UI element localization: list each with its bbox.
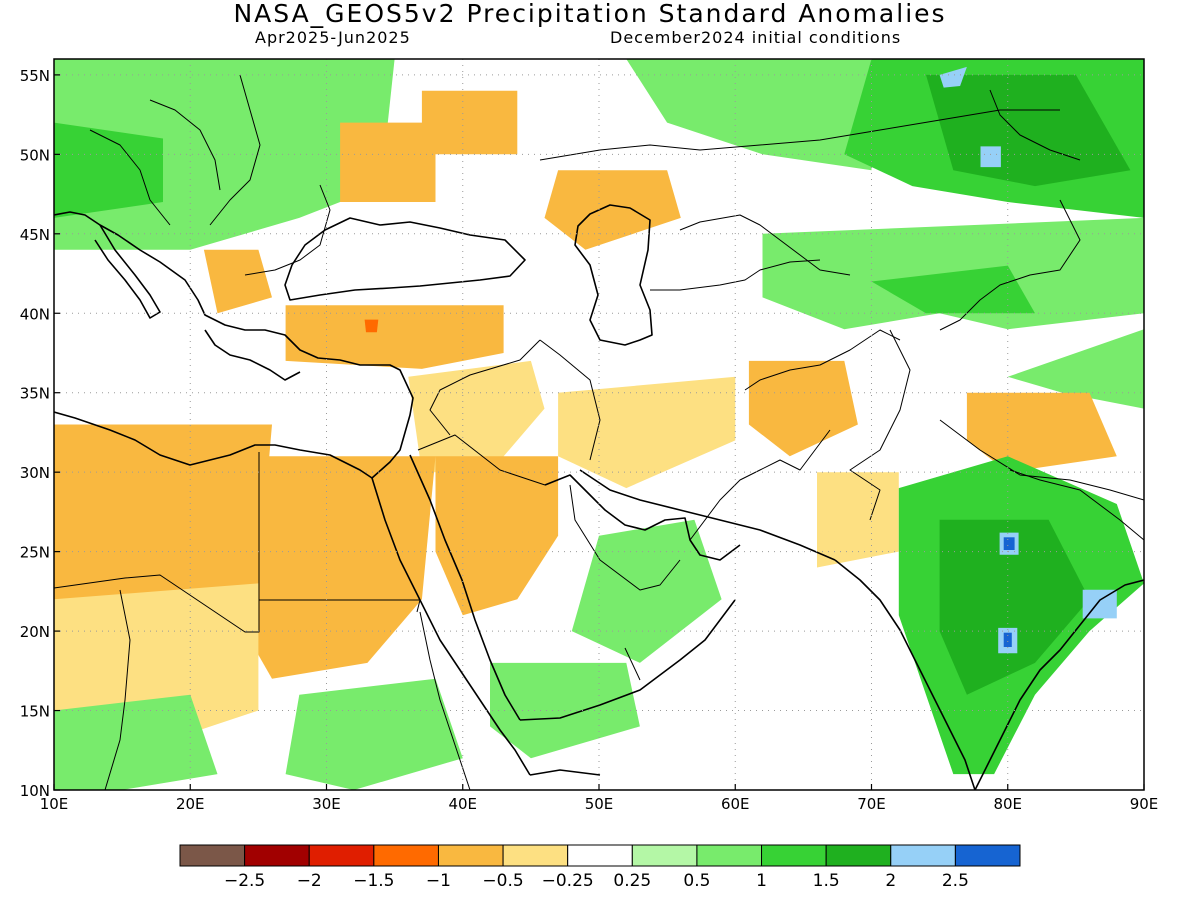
region-europe-darkgreen	[54, 122, 163, 218]
region-afghanistan-orange	[748, 360, 858, 457]
colorbar-swatch	[825, 844, 892, 867]
region-western-russia-green	[626, 59, 872, 171]
x-tick-label: 20E	[176, 795, 205, 813]
x-tick-label: 90E	[1130, 795, 1159, 813]
colorbar-label: −0.5	[482, 871, 523, 891]
colorbar-label: 1.5	[813, 871, 840, 891]
region-balkans-orange	[203, 249, 272, 314]
region-himalaya-orange	[966, 392, 1117, 473]
colorbar-swatch	[437, 844, 504, 867]
region-levant-yellow	[408, 360, 545, 473]
gulf-coast	[544, 474, 741, 561]
colorbar-swatch	[179, 844, 246, 867]
region-turkey-darkorange	[364, 319, 379, 333]
x-axis: 10E 20E 30E 40E 50E 60E 70E 80E 90E	[40, 784, 1159, 813]
africa-horn-coast	[529, 769, 601, 776]
forecast-period: Apr2025-Jun2025	[255, 28, 411, 47]
region-sudan-green	[285, 678, 463, 790]
region-siberia-darkgreen	[926, 74, 1131, 187]
red-sea-east-coast	[409, 454, 521, 721]
x-tick-label: 60E	[721, 795, 750, 813]
india-east-coast	[974, 579, 1144, 790]
colorbar-label: 2.5	[942, 871, 969, 891]
region-ukraine-orange	[340, 122, 436, 202]
colorbar-swatch	[567, 844, 633, 867]
region-india-darkgreen	[939, 519, 1090, 695]
colorbar-swatch	[890, 844, 956, 867]
mediterranean-coast	[54, 211, 414, 479]
y-tick-label: 15N	[20, 703, 50, 721]
region-turkey-orange	[285, 305, 504, 369]
region-iran-yellow	[558, 376, 736, 489]
region-chad-green	[54, 694, 218, 790]
colorbar-swatch	[502, 844, 569, 867]
black-sea-coast	[284, 217, 526, 301]
colorbar-label: 0.5	[683, 871, 710, 891]
region-kazakhstan-green	[871, 265, 1035, 314]
colorbar-swatch	[308, 844, 375, 867]
colorbar-swatch	[761, 844, 827, 867]
red-sea-coast	[371, 477, 531, 776]
colorbar-label: −1	[426, 871, 451, 891]
region-sahara-yellow	[54, 583, 259, 743]
region-pakistan-yellow	[817, 472, 899, 568]
region-india-darkblue-2	[1003, 632, 1012, 647]
colorbar-label: −2.5	[224, 871, 265, 891]
y-axis: 10N 15N 20N 25N 30N 35N 40N 45N 50N 55N	[20, 67, 60, 800]
y-tick-label: 20N	[20, 623, 50, 641]
coastlines	[54, 204, 1144, 790]
y-tick-label: 40N	[20, 305, 50, 323]
region-arabia-green	[571, 519, 722, 663]
country-borders	[54, 74, 1144, 790]
y-tick-label: 35N	[20, 385, 50, 403]
colorbar-label: 0.25	[613, 871, 651, 891]
y-tick-label: 55N	[20, 67, 50, 85]
region-volga-orange	[544, 170, 681, 250]
x-tick-label: 30E	[312, 795, 341, 813]
india-west-coast	[834, 559, 976, 790]
colorbar-label: −2	[297, 871, 322, 891]
x-tick-label: 70E	[857, 795, 886, 813]
region-siberia-blue	[980, 146, 1001, 168]
y-tick-label: 30N	[20, 464, 50, 482]
arabia-south-coast	[519, 599, 736, 721]
y-tick-label: 50N	[20, 146, 50, 164]
italy-coast	[94, 224, 161, 319]
y-tick-label: 45N	[20, 226, 50, 244]
region-russia-orange	[421, 90, 518, 155]
map-title: NASA_GEOS5v2 Precipitation Standard Anom…	[233, 0, 947, 28]
caspian-coast	[574, 204, 653, 346]
anomaly-field	[54, 59, 1144, 790]
x-tick-label: 80E	[993, 795, 1022, 813]
x-tick-label: 10E	[40, 795, 69, 813]
y-tick-label: 10N	[20, 782, 50, 800]
region-arabia-orange	[435, 456, 559, 616]
colorbar-swatch	[696, 844, 763, 867]
x-tick-label: 40E	[448, 795, 477, 813]
region-tibet-green	[1007, 329, 1144, 409]
y-tick-label: 25N	[20, 544, 50, 562]
region-egypt-orange	[244, 456, 436, 679]
iran-south-coast	[579, 469, 836, 561]
initial-conditions-label: December2024 initial conditions	[610, 28, 902, 47]
colorbar-label: 1	[756, 871, 767, 891]
x-tick-label: 50E	[585, 795, 614, 813]
colorbar: −2.5 −2 −1.5 −1 −0.5 −0.25 0.25 0.5 1 1.5 2 2.5	[179, 844, 1021, 891]
region-india-darkblue-1	[1003, 537, 1015, 550]
colorbar-label: 2	[885, 871, 896, 891]
aegean-islands	[204, 329, 301, 381]
colorbar-swatch	[631, 844, 698, 867]
colorbar-label: −0.25	[542, 871, 594, 891]
colorbar-swatch	[954, 844, 1021, 867]
colorbar-swatch	[373, 844, 439, 867]
region-libya-orange	[54, 424, 272, 632]
colorbar-swatch	[244, 844, 310, 867]
colorbar-label: −1.5	[353, 871, 394, 891]
region-siberia-blue-2	[939, 66, 967, 88]
